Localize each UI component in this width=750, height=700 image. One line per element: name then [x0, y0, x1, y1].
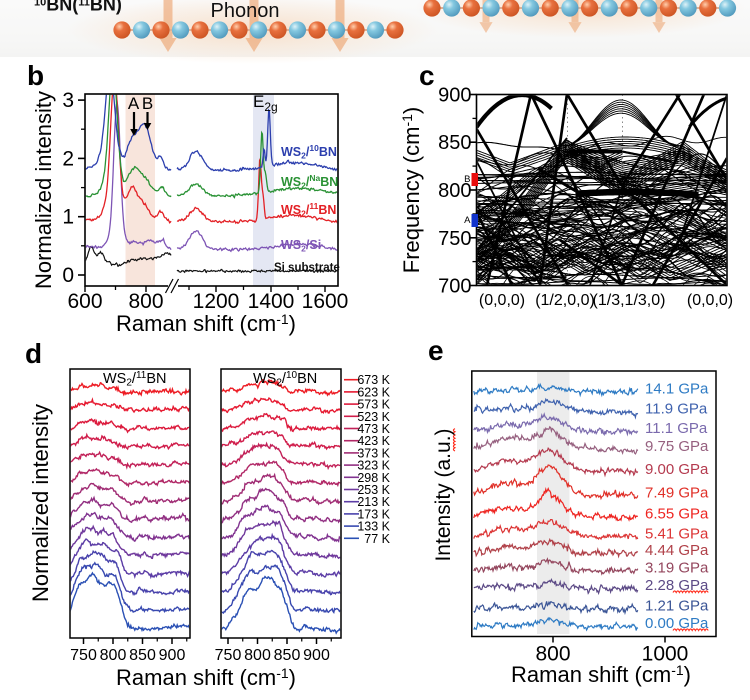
svg-text:473 K: 473 K: [357, 422, 390, 436]
svg-text:7.49 GPa: 7.49 GPa: [645, 484, 709, 501]
svg-text:6.55 GPa: 6.55 GPa: [645, 505, 709, 522]
svg-text:77 K: 77 K: [364, 532, 390, 546]
svg-text:Phonon: Phonon: [211, 0, 280, 22]
svg-text:1600: 1600: [302, 290, 349, 313]
svg-text:WS2/11BN: WS2/11BN: [103, 370, 167, 389]
svg-text:Frequency (cm-1): Frequency (cm-1): [399, 107, 424, 274]
svg-text:WS2/10BN: WS2/10BN: [281, 143, 337, 161]
svg-text:WS2/10BN: WS2/10BN: [253, 370, 317, 389]
svg-text:800: 800: [535, 643, 570, 666]
svg-text:11.9 GPa: 11.9 GPa: [645, 400, 708, 417]
svg-text:800: 800: [128, 290, 163, 313]
svg-text:2.28 GPa: 2.28 GPa: [645, 577, 709, 594]
svg-text:623 K: 623 K: [357, 385, 390, 399]
svg-text:10BN(11BN): 10BN(11BN): [34, 0, 122, 15]
svg-text:700: 700: [438, 276, 471, 298]
svg-text:3: 3: [62, 89, 74, 112]
svg-text:750: 750: [438, 228, 471, 250]
svg-text:523 K: 523 K: [357, 410, 390, 424]
svg-text:800: 800: [244, 647, 271, 664]
svg-text:298 K: 298 K: [357, 471, 390, 485]
svg-text:900: 900: [303, 647, 330, 664]
svg-text:4.44 GPa: 4.44 GPa: [645, 542, 709, 559]
svg-text:d: d: [25, 338, 42, 369]
svg-text:800: 800: [100, 647, 127, 664]
svg-text:Raman shift (cm-1): Raman shift (cm-1): [116, 665, 296, 690]
svg-text:b: b: [27, 60, 44, 91]
svg-text:600: 600: [67, 290, 102, 313]
svg-text:133 K: 133 K: [357, 520, 390, 534]
svg-text:373 K: 373 K: [357, 446, 390, 460]
svg-text:(0,0,0): (0,0,0): [687, 292, 733, 309]
svg-text:673 K: 673 K: [357, 373, 390, 387]
svg-text:253 K: 253 K: [357, 483, 390, 497]
svg-text:WS2/NaBN: WS2/NaBN: [281, 173, 338, 191]
svg-text:9.75 GPa: 9.75 GPa: [645, 438, 709, 455]
svg-text:e: e: [428, 335, 444, 366]
svg-text:850: 850: [129, 647, 156, 664]
svg-text:Raman shift (cm-1): Raman shift (cm-1): [116, 311, 296, 336]
svg-text:3.19 GPa: 3.19 GPa: [645, 559, 709, 576]
svg-text:WS2/11BN: WS2/11BN: [281, 201, 336, 219]
svg-text:850: 850: [438, 132, 471, 154]
svg-text:Normalized intensity: Normalized intensity: [31, 91, 56, 289]
svg-text:c: c: [419, 60, 435, 91]
svg-text:900: 900: [159, 647, 186, 664]
svg-text:423 K: 423 K: [357, 434, 390, 448]
svg-text:Intensity (a.u.): Intensity (a.u.): [432, 428, 455, 561]
svg-text:173 K: 173 K: [357, 507, 390, 521]
svg-text:1400: 1400: [248, 290, 295, 313]
svg-text:750: 750: [215, 647, 242, 664]
svg-text:850: 850: [274, 647, 301, 664]
svg-text:9.00 GPa: 9.00 GPa: [645, 461, 709, 478]
svg-text:A: A: [128, 94, 140, 113]
svg-text:2: 2: [62, 147, 74, 170]
svg-text:(1/2,0,0): (1/2,0,0): [535, 292, 595, 309]
svg-text:A: A: [464, 215, 471, 226]
svg-text:800: 800: [438, 180, 471, 202]
svg-text:Si substrate: Si substrate: [274, 262, 340, 274]
svg-text:900: 900: [438, 85, 471, 107]
svg-text:573 K: 573 K: [357, 398, 390, 412]
svg-text:14.1 GPa: 14.1 GPa: [645, 380, 709, 397]
svg-text:1200: 1200: [193, 290, 240, 313]
svg-text:Raman shift (cm-1): Raman shift (cm-1): [511, 662, 691, 687]
svg-text:1.21 GPa: 1.21 GPa: [645, 597, 709, 614]
svg-text:0: 0: [62, 264, 74, 287]
svg-text:B: B: [464, 174, 470, 185]
svg-text:213 K: 213 K: [357, 495, 390, 509]
svg-text:5.41 GPa: 5.41 GPa: [645, 525, 709, 542]
svg-text:1000: 1000: [642, 643, 689, 666]
svg-text:(0,0,0): (0,0,0): [479, 292, 525, 309]
svg-text:(1/3,1/3,0): (1/3,1/3,0): [593, 292, 666, 309]
svg-text:750: 750: [70, 647, 97, 664]
svg-text:1: 1: [62, 206, 74, 229]
svg-text:WS2/Si: WS2/Si: [281, 238, 321, 254]
svg-text:B: B: [142, 94, 153, 113]
svg-text:323 K: 323 K: [357, 459, 390, 473]
svg-text:0.00 GPa: 0.00 GPa: [645, 615, 709, 632]
svg-text:11.1 GPa: 11.1 GPa: [645, 420, 708, 437]
svg-text:Normalized intensity: Normalized intensity: [28, 404, 53, 602]
